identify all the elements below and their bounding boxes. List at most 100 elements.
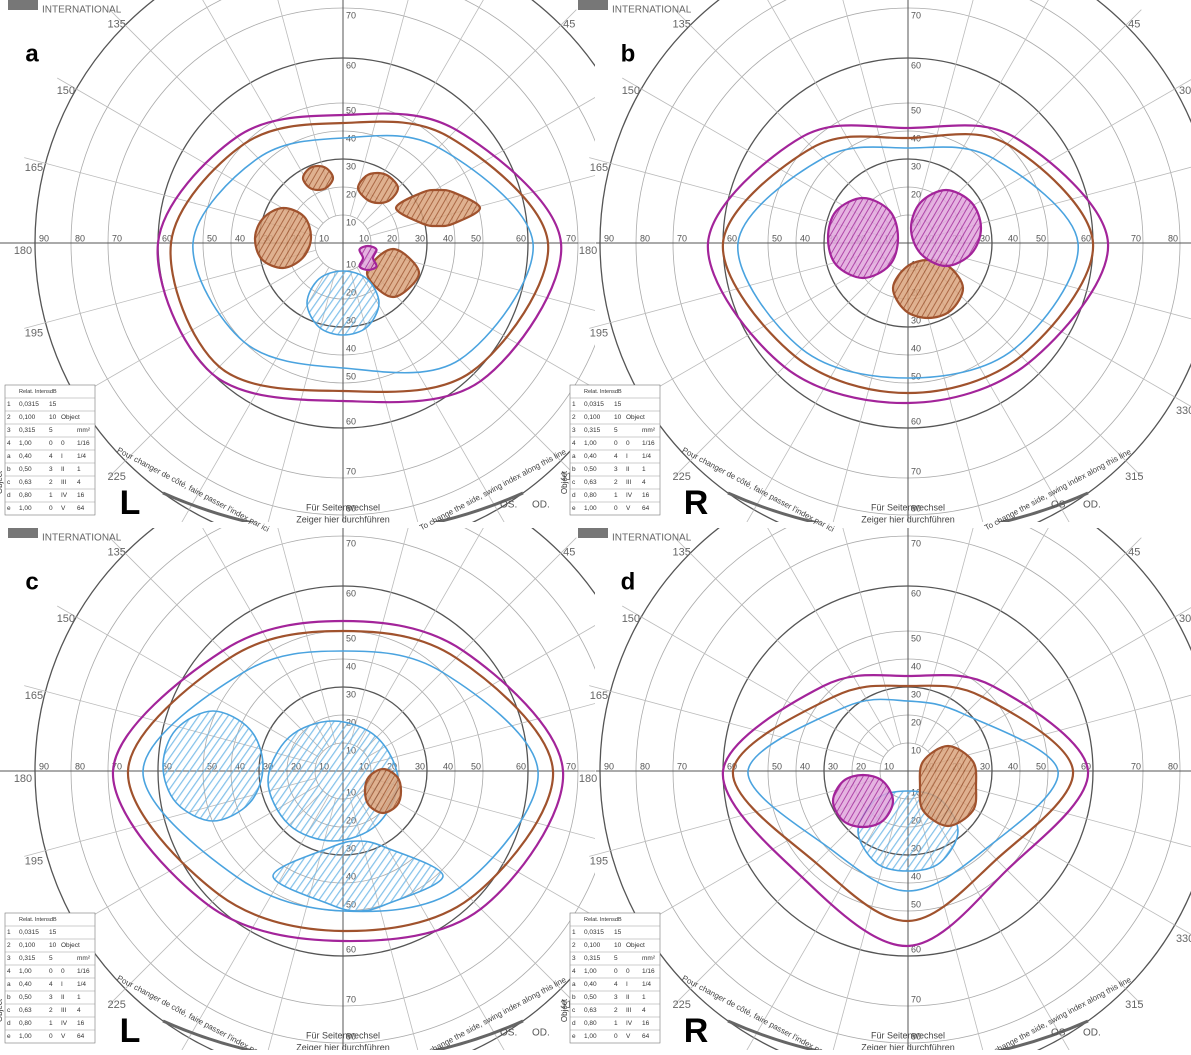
table-cell: V xyxy=(61,1033,66,1040)
meridian xyxy=(109,9,324,224)
table-cell: III xyxy=(61,1007,67,1014)
meridian xyxy=(934,777,1191,848)
isopter xyxy=(706,124,1110,405)
table-cell: 0,315 xyxy=(584,427,601,434)
table-cell: 1 xyxy=(7,401,11,408)
perimetry-chart: 0153045607590105120135150165180195210225… xyxy=(560,528,1191,1055)
table-cell: 0,0315 xyxy=(19,401,39,408)
meridian xyxy=(362,537,577,752)
eccentricity-label: 50 xyxy=(911,899,921,909)
table-cell: 0,63 xyxy=(19,1007,32,1014)
meridian xyxy=(24,685,317,765)
meridian-label: 0 xyxy=(660,773,666,785)
panel-label: b xyxy=(621,40,636,67)
meridian-label: 165 xyxy=(590,690,608,702)
table-cell: 0,40 xyxy=(19,453,32,460)
meridian xyxy=(767,528,895,747)
meridian xyxy=(24,777,317,857)
meridian xyxy=(349,0,409,217)
meridian-label: 195 xyxy=(25,328,43,340)
table-cell: 10 xyxy=(614,942,622,949)
meridian-label: 330 xyxy=(1176,933,1191,945)
eccentricity-label: 50 xyxy=(471,233,481,243)
eccentricity-label: 60 xyxy=(727,761,737,771)
eccentricity-label: 50 xyxy=(346,105,356,115)
table-cell: 0,63 xyxy=(584,1007,597,1014)
footer-text: Zeiger hier durchführen xyxy=(296,1042,390,1050)
table-cell: b xyxy=(7,466,11,473)
eccentricity-label: 40 xyxy=(346,661,356,671)
table-cell: 3 xyxy=(572,955,576,962)
eccentricity-label: 70 xyxy=(1131,761,1141,771)
meridian-label: 345 xyxy=(643,328,661,340)
meridian xyxy=(202,528,330,747)
table-cell: 0 xyxy=(49,1033,53,1040)
meridian xyxy=(109,262,324,477)
meridian-label: 135 xyxy=(673,19,691,31)
table-cell: 0 xyxy=(614,1033,618,1040)
chart-body: 0153045607590105120135150165180195210225… xyxy=(578,0,1191,522)
table-cell: 0,50 xyxy=(19,466,32,473)
perimetry-chart: 0153045607590105120135150165180195210225… xyxy=(560,0,1191,534)
meridian xyxy=(842,528,902,745)
table-cell: 3 xyxy=(572,427,576,434)
table-cell: 64 xyxy=(642,505,650,512)
table-header: dB xyxy=(615,917,622,923)
eccentricity-label: 70 xyxy=(346,994,356,1004)
footer-text: OS. xyxy=(1051,1028,1068,1039)
meridian-label: 135 xyxy=(108,547,126,559)
table-cell: 2 xyxy=(614,479,618,486)
table-cell: 1/16 xyxy=(77,968,90,975)
eccentricity-label: 80 xyxy=(911,1031,921,1041)
table-cell: 5 xyxy=(49,955,53,962)
table-cell: 3 xyxy=(7,427,11,434)
table-cell: 5 xyxy=(614,955,618,962)
table-cell: 15 xyxy=(614,401,622,408)
table-cell: 1,00 xyxy=(19,1033,32,1040)
eccentricity-label: 50 xyxy=(346,633,356,643)
eccentricity-label: 70 xyxy=(566,761,576,771)
table-cell: 0,0315 xyxy=(584,929,604,936)
eccentricity-label: 40 xyxy=(911,871,921,881)
eccentricity-label: 70 xyxy=(911,466,921,476)
table-cell: 16 xyxy=(77,1020,85,1027)
brand-logo xyxy=(578,528,608,538)
table-cell: 1/16 xyxy=(77,440,90,447)
table-cell: a xyxy=(572,453,576,460)
eccentricity-label: 30 xyxy=(346,161,356,171)
meridian-label: 315 xyxy=(1125,999,1143,1011)
isopter xyxy=(909,188,983,268)
table-cell: 1/4 xyxy=(642,453,651,460)
table-cell: I xyxy=(61,453,63,460)
meridian-label: 345 xyxy=(643,856,661,868)
table-cell: 5 xyxy=(614,427,618,434)
footer-text: Für Seitenwechsel xyxy=(871,1030,945,1040)
table-cell: III xyxy=(61,479,67,486)
footer-text: Zeiger hier durchführen xyxy=(296,514,390,524)
eccentricity-label: 80 xyxy=(911,503,921,513)
eccentricity-label: 70 xyxy=(346,466,356,476)
eccentricity-label: 40 xyxy=(346,343,356,353)
isopter xyxy=(356,171,400,205)
eccentricity-label: 80 xyxy=(346,1031,356,1041)
meridian xyxy=(349,528,409,745)
table-cell: Object xyxy=(626,414,645,421)
isopter xyxy=(918,744,978,828)
table-cell: 64 xyxy=(642,1033,650,1040)
table-cell: d xyxy=(572,1020,576,1027)
meridian xyxy=(267,797,337,1050)
table-cell: Object xyxy=(61,942,80,949)
eye-label: R xyxy=(684,484,709,522)
eccentricity-label: 70 xyxy=(911,10,921,20)
isopter xyxy=(747,698,1059,892)
eccentricity-label: 80 xyxy=(1168,233,1178,243)
eccentricity-label: 50 xyxy=(471,761,481,771)
table-cell: 4 xyxy=(572,440,576,447)
isopter xyxy=(267,720,399,842)
eccentricity-label: 30 xyxy=(980,233,990,243)
bottom-arc xyxy=(162,491,524,522)
meridian xyxy=(934,249,1191,320)
eccentricity-label: 80 xyxy=(346,503,356,513)
table-cell: 4 xyxy=(7,968,11,975)
table-cell: 4 xyxy=(7,440,11,447)
